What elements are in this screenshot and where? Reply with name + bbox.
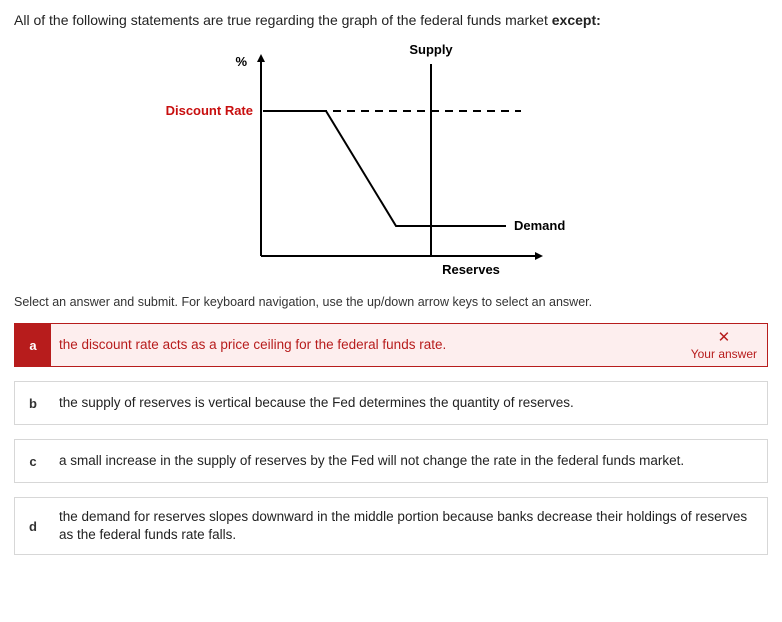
federal-funds-chart: % Supply Demand Discount Rate Reserves [161, 36, 621, 281]
svg-text:Discount Rate: Discount Rate [166, 103, 253, 118]
option-letter: a [15, 324, 51, 366]
your-answer-indicator: ✕ Your answer [685, 324, 767, 366]
svg-text:Supply: Supply [409, 42, 453, 57]
answer-options: athe discount rate acts as a price ceili… [14, 323, 768, 555]
option-text: the supply of reserves is vertical becau… [51, 382, 767, 424]
answer-option-b[interactable]: bthe supply of reserves is vertical beca… [14, 381, 768, 425]
question-stem-emph: except: [552, 12, 601, 28]
close-icon: ✕ [718, 330, 731, 345]
chart-container: % Supply Demand Discount Rate Reserves [14, 36, 768, 281]
answer-instruction: Select an answer and submit. For keyboar… [14, 295, 768, 309]
svg-text:Demand: Demand [514, 218, 565, 233]
option-text: the demand for reserves slopes downward … [51, 498, 767, 554]
option-letter: b [15, 382, 51, 424]
option-text: a small increase in the supply of reserv… [51, 440, 767, 482]
svg-text:Reserves: Reserves [442, 262, 500, 277]
option-letter: d [15, 498, 51, 554]
option-letter: c [15, 440, 51, 482]
answer-option-c[interactable]: ca small increase in the supply of reser… [14, 439, 768, 483]
answer-option-a[interactable]: athe discount rate acts as a price ceili… [14, 323, 768, 367]
question-stem: All of the following statements are true… [14, 12, 768, 28]
option-text: the discount rate acts as a price ceilin… [51, 324, 685, 366]
answer-option-d[interactable]: dthe demand for reserves slopes downward… [14, 497, 768, 555]
your-answer-label: Your answer [691, 347, 757, 361]
question-stem-part-1: All of the following statements are true… [14, 12, 552, 28]
svg-text:%: % [235, 54, 247, 69]
